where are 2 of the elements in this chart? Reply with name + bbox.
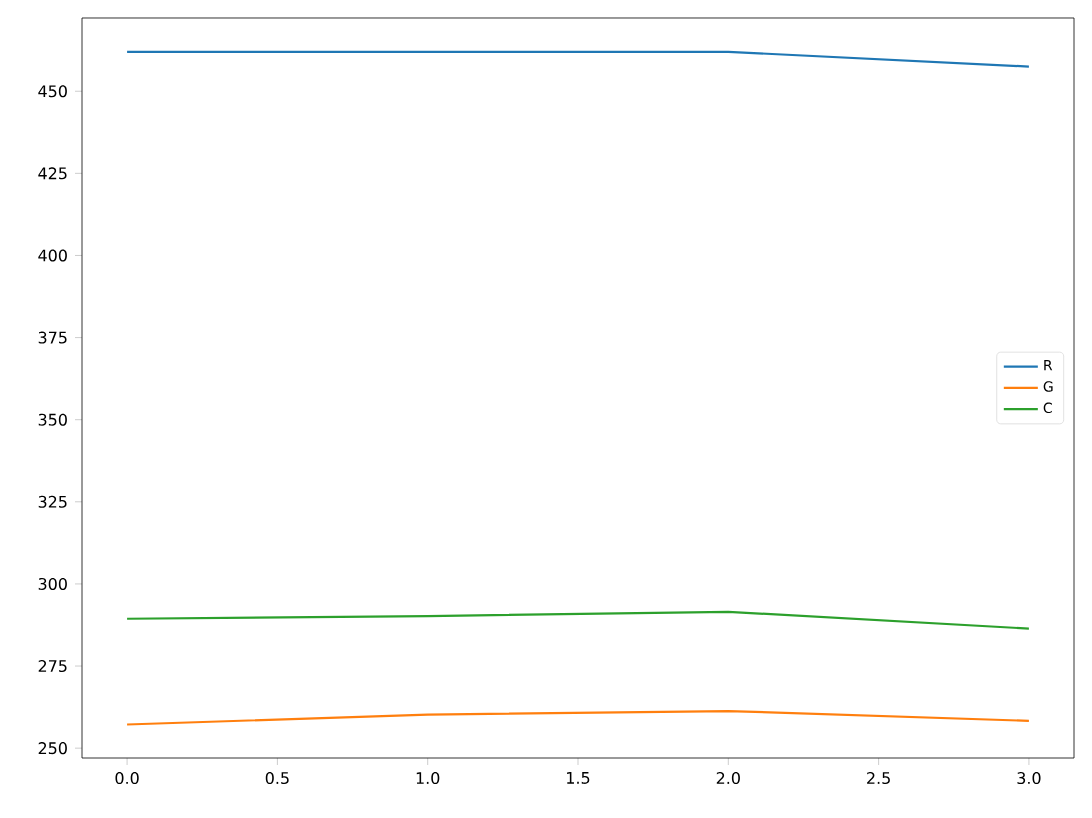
line-series — [125, 709, 1031, 726]
line-series — [125, 610, 1031, 630]
